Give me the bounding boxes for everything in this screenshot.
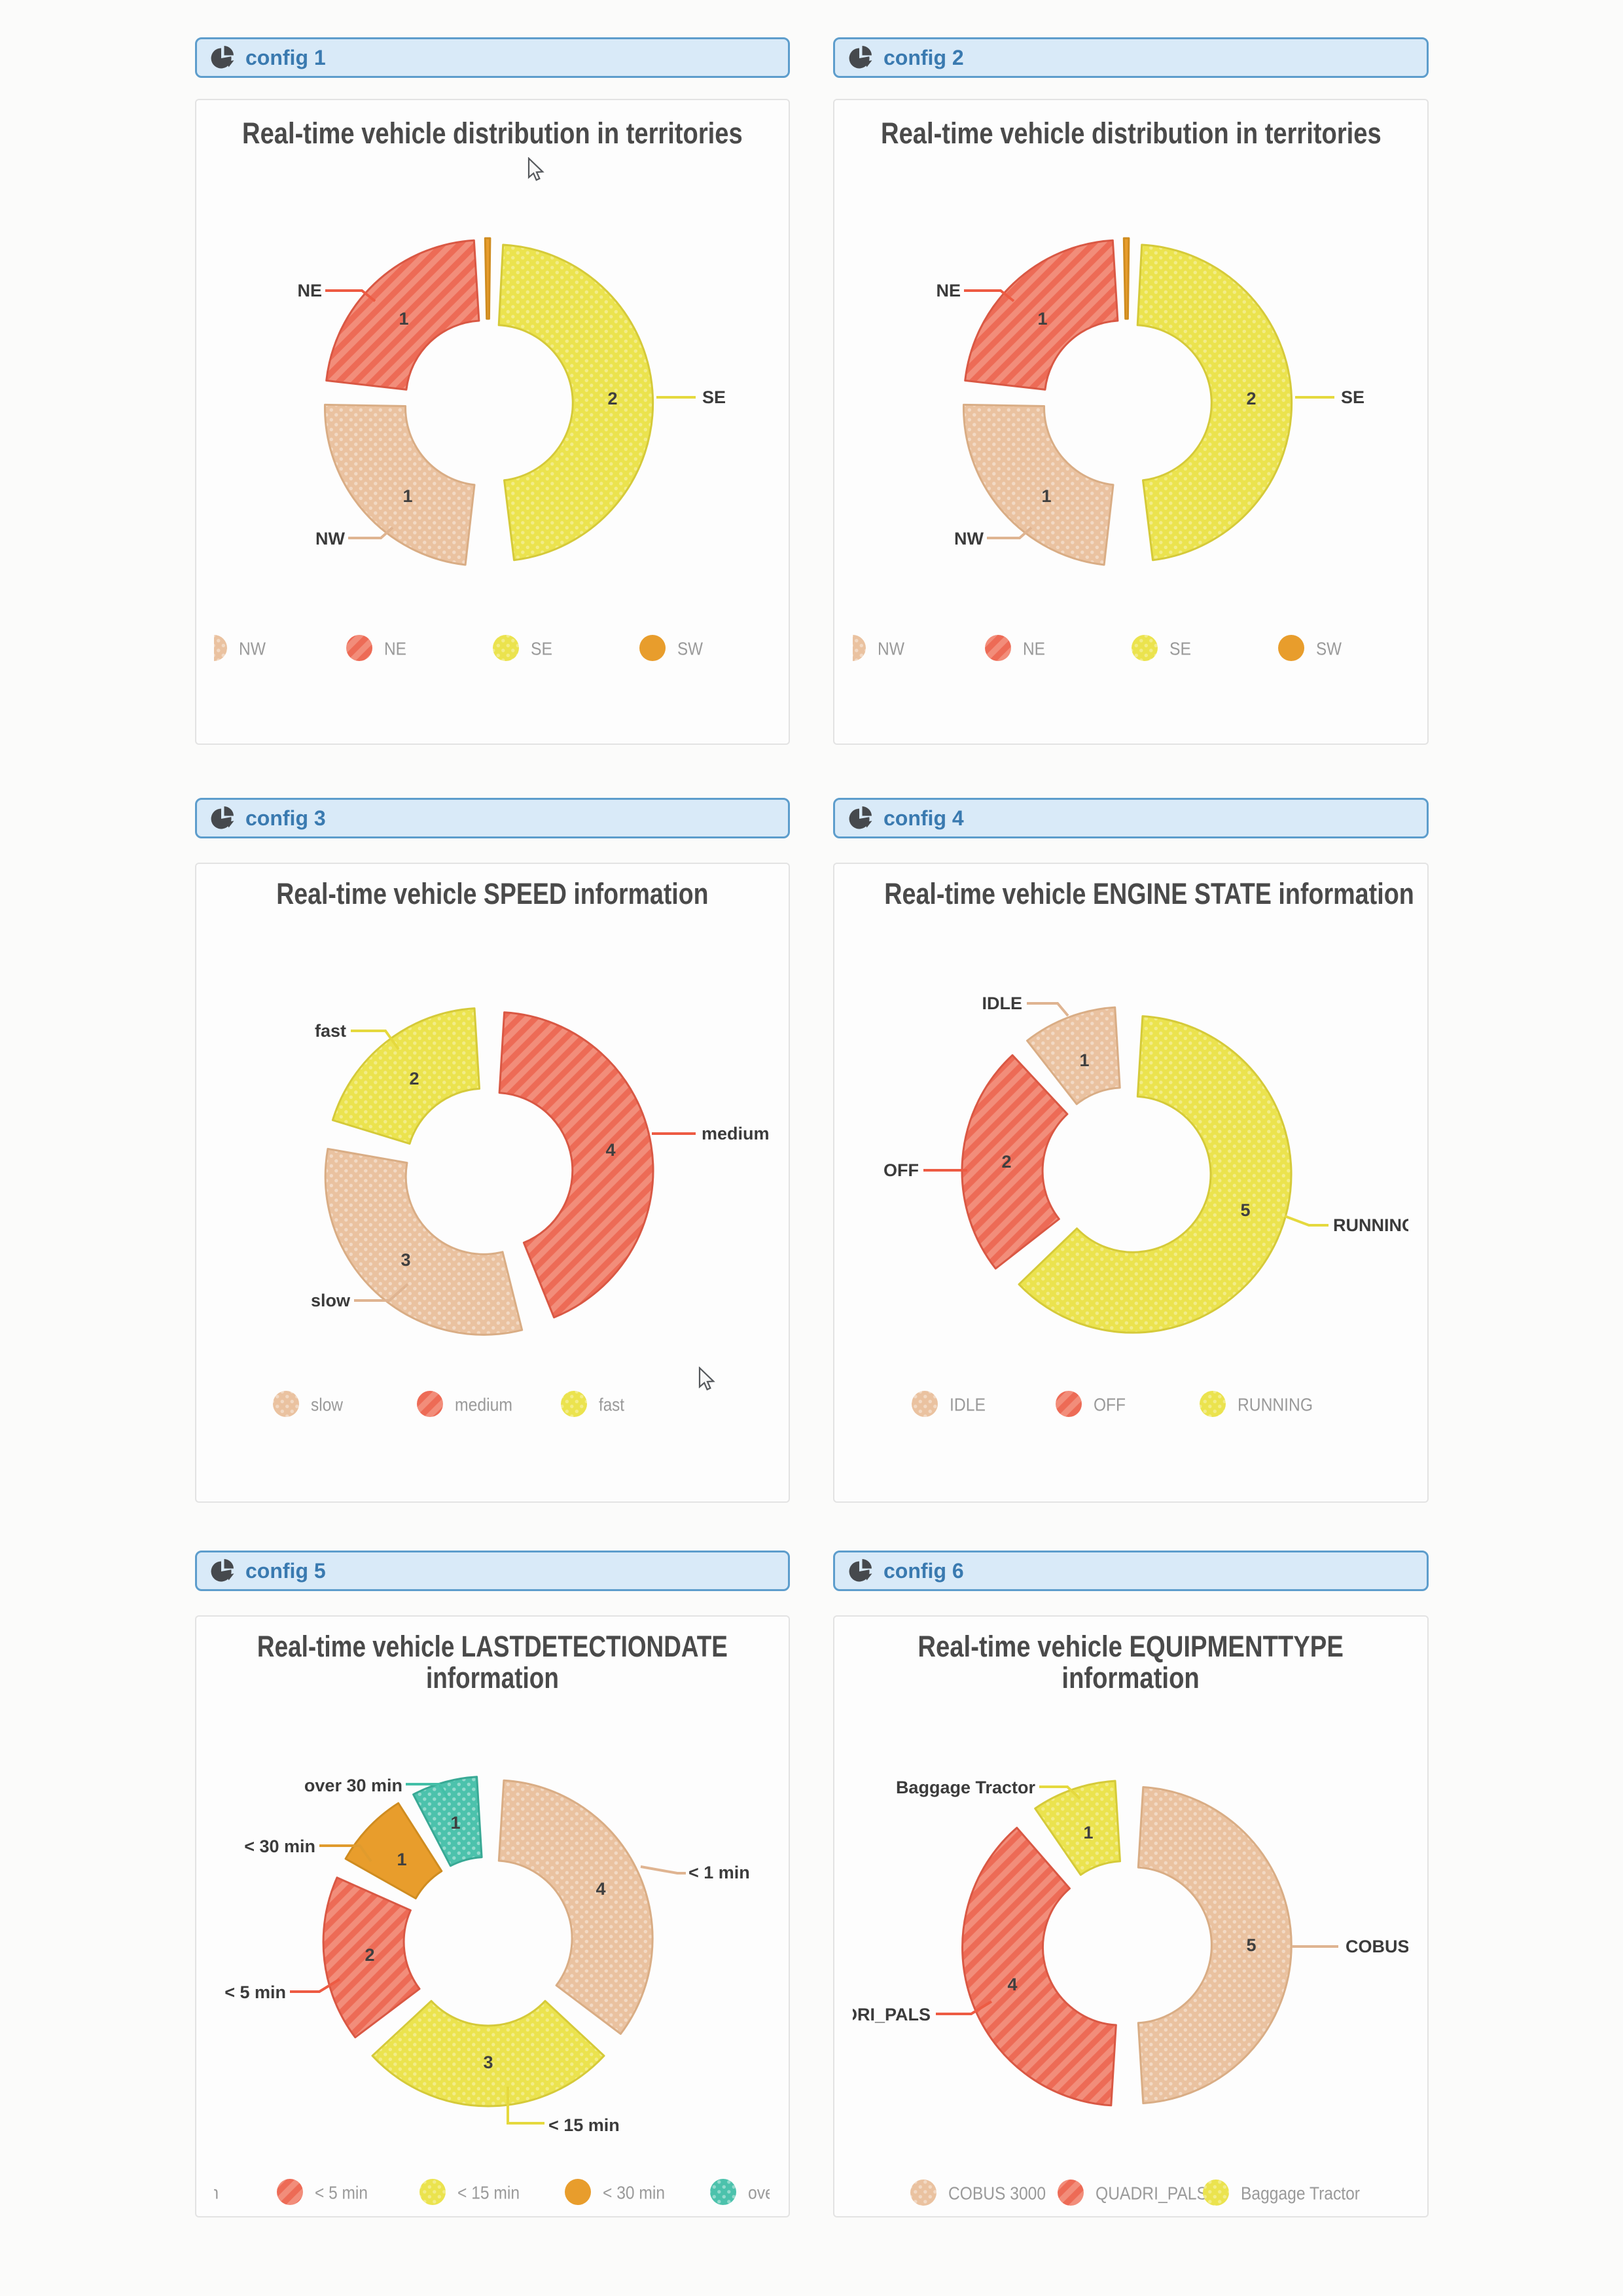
svg-text:NW: NW xyxy=(878,639,904,659)
svg-text:< 30 min: < 30 min xyxy=(244,1837,315,1856)
svg-text:SE: SE xyxy=(1341,387,1364,407)
svg-text:OFF: OFF xyxy=(883,1160,919,1180)
svg-text:< 5 min: < 5 min xyxy=(224,1982,286,2002)
svg-text:5: 5 xyxy=(1246,1935,1256,1955)
svg-text:2: 2 xyxy=(365,1945,374,1965)
svg-text:over 30 min: over 30 min xyxy=(748,2183,770,2203)
svg-text:medium: medium xyxy=(455,1395,512,1415)
svg-text:< 15 min: < 15 min xyxy=(548,2115,620,2135)
svg-text:NW: NW xyxy=(239,639,266,659)
svg-text:1: 1 xyxy=(399,309,408,329)
svg-text:NE: NE xyxy=(936,281,961,300)
svg-text:NE: NE xyxy=(297,281,322,300)
svg-text:fast: fast xyxy=(599,1395,624,1415)
svg-text:NE: NE xyxy=(1023,639,1045,659)
svg-text:COBUS 3000: COBUS 3000 xyxy=(948,2183,1046,2204)
svg-text:SE: SE xyxy=(531,639,552,659)
svg-text:RUNNING: RUNNING xyxy=(1238,1395,1313,1415)
svg-text:1: 1 xyxy=(397,1850,406,1869)
svg-text:OFF: OFF xyxy=(1094,1395,1126,1415)
svg-text:IDLE: IDLE xyxy=(950,1395,986,1415)
svg-text:< 15 min: < 15 min xyxy=(457,2183,520,2203)
svg-text:NW: NW xyxy=(315,529,345,548)
svg-text:< 1 min: < 1 min xyxy=(688,1863,750,1882)
svg-text:4: 4 xyxy=(1007,1975,1017,1994)
svg-text:1: 1 xyxy=(450,1813,460,1833)
svg-text:5: 5 xyxy=(1240,1200,1250,1220)
svg-text:< 5 min: < 5 min xyxy=(315,2183,368,2203)
svg-text:medium: medium xyxy=(702,1124,770,1143)
svg-text:SW: SW xyxy=(677,639,703,659)
svg-text:QUADRI_PALS: QUADRI_PALS xyxy=(853,2005,931,2024)
svg-text:COBUS: COBUS xyxy=(1346,1937,1408,1956)
svg-text:4: 4 xyxy=(596,1879,605,1899)
svg-text:1: 1 xyxy=(1079,1050,1089,1070)
svg-text:1: 1 xyxy=(402,486,412,506)
svg-text:SE: SE xyxy=(1169,639,1191,659)
svg-text:NE: NE xyxy=(384,639,406,659)
svg-text:IDLE: IDLE xyxy=(982,994,1022,1013)
svg-text:fast: fast xyxy=(315,1021,346,1041)
svg-text:< 30 min: < 30 min xyxy=(603,2183,665,2203)
svg-text:SE: SE xyxy=(702,387,726,407)
svg-text:4: 4 xyxy=(605,1140,615,1160)
svg-text:2: 2 xyxy=(1001,1152,1011,1172)
svg-text:2: 2 xyxy=(409,1069,419,1088)
svg-text:2: 2 xyxy=(607,389,617,408)
svg-text:3: 3 xyxy=(401,1250,410,1270)
svg-text:RUNNING: RUNNING xyxy=(1333,1215,1408,1235)
svg-text:slow: slow xyxy=(311,1291,351,1310)
svg-text:3: 3 xyxy=(483,2053,493,2072)
svg-text:over 30 min: over 30 min xyxy=(304,1776,402,1795)
svg-text:1: 1 xyxy=(1083,1823,1093,1842)
svg-text:SW: SW xyxy=(1316,639,1342,659)
svg-text:NW: NW xyxy=(954,529,984,548)
svg-text:2: 2 xyxy=(1246,389,1256,408)
svg-text:slow: slow xyxy=(311,1395,344,1415)
svg-text:1: 1 xyxy=(1037,309,1047,329)
svg-text:QUADRI_PALS: QUADRI_PALS xyxy=(1096,2183,1207,2204)
svg-text:1: 1 xyxy=(1041,486,1051,506)
svg-text:Baggage Tractor: Baggage Tractor xyxy=(1241,2183,1360,2204)
svg-text:< 1 min: < 1 min xyxy=(214,2183,219,2203)
svg-text:Baggage Tractor: Baggage Tractor xyxy=(896,1778,1036,1797)
